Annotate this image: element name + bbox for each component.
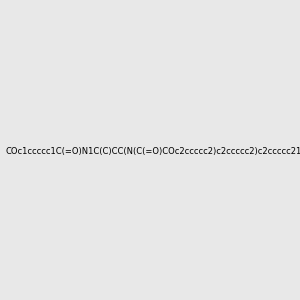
Text: COc1ccccc1C(=O)N1C(C)CC(N(C(=O)COc2ccccc2)c2ccccc2)c2ccccc21: COc1ccccc1C(=O)N1C(C)CC(N(C(=O)COc2ccccc… <box>6 147 300 156</box>
